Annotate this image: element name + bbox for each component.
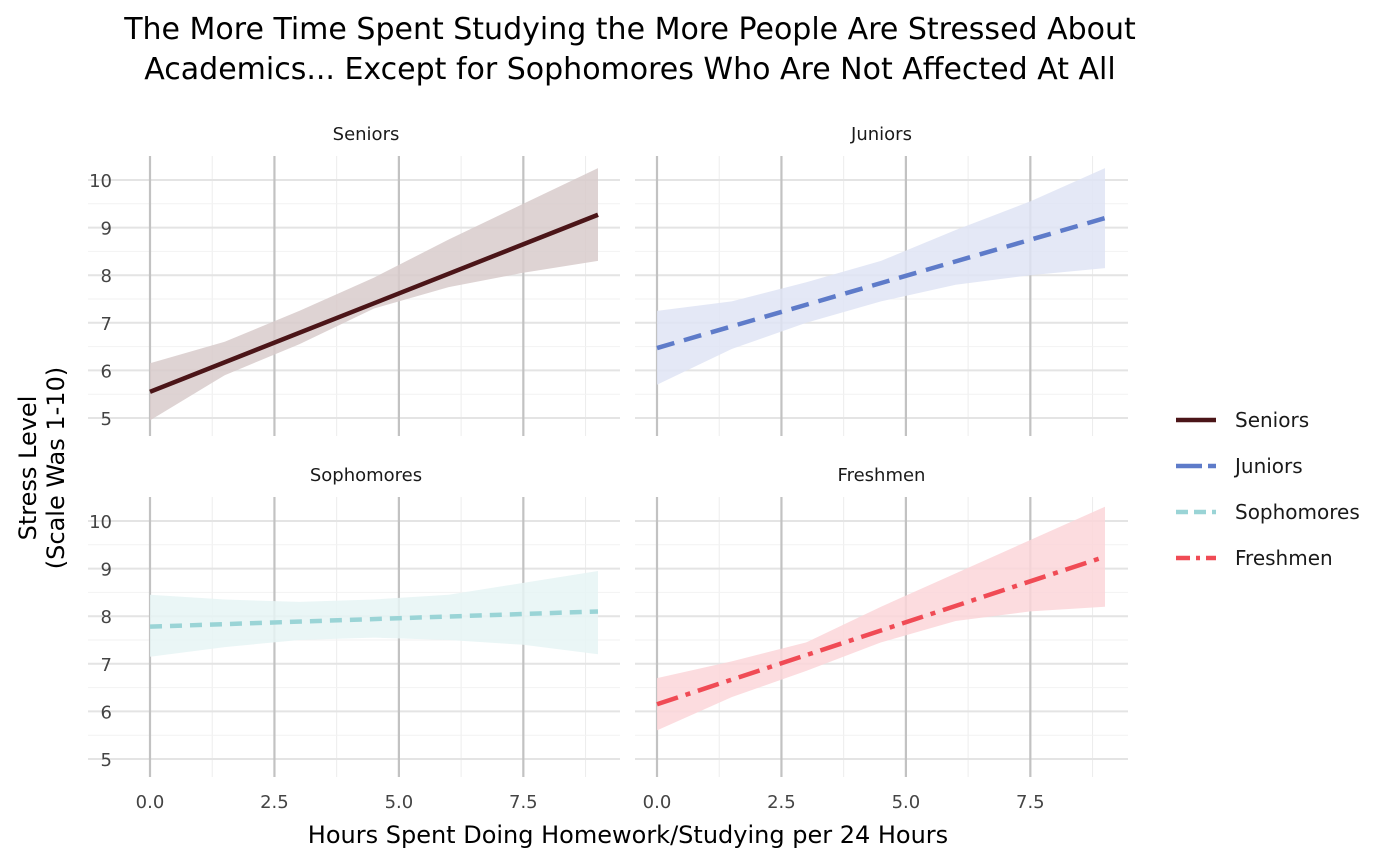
trend-line-freshmen: [656, 554, 1106, 707]
facet-strip-juniors: Juniors: [850, 124, 912, 145]
y-tick-label: 6: [101, 361, 112, 382]
confidence-ribbon-seniors: [150, 168, 598, 421]
legend-label-juniors: Juniors: [1233, 454, 1303, 478]
trend-line-seniors: [149, 212, 599, 394]
chart-title: The More Time Spent Studying the More Pe…: [0, 10, 1260, 90]
facet-strip-sophomores: Sophomores: [310, 465, 422, 486]
x-tick-label: 2.5: [767, 792, 796, 813]
y-axis-title-line-2: (Scale Was 1-10): [42, 367, 70, 569]
legend-item-freshmen: Freshmen: [1176, 546, 1333, 570]
x-tick-label: 7.5: [1016, 792, 1045, 813]
y-tick-label: 5: [101, 750, 112, 771]
facet-strip-seniors: Seniors: [333, 124, 400, 145]
x-tick-label: 5.0: [385, 792, 414, 813]
legend-item-juniors: Juniors: [1176, 454, 1303, 478]
y-tick-label: 7: [101, 655, 112, 676]
y-tick-label: 10: [89, 512, 112, 533]
legend-label-sophomores: Sophomores: [1235, 500, 1360, 524]
x-tick-label: 0.0: [136, 792, 165, 813]
confidence-ribbon-sophomores: [150, 571, 598, 657]
y-tick-label: 6: [101, 702, 112, 723]
trend-line-sophomores: [149, 609, 599, 629]
legend-label-seniors: Seniors: [1235, 408, 1309, 432]
panels-layer: Seniors 5 6 7 8 9 10 Juniors Sophomores 5 6 7 8 9 10 0.…: [88, 124, 1128, 813]
chart-title-line-1: The More Time Spent Studying the More Pe…: [124, 12, 1136, 47]
confidence-ribbon-freshmen: [657, 506, 1105, 731]
y-tick-label: 9: [101, 219, 112, 240]
facet-strip-freshmen: Freshmen: [838, 465, 926, 486]
chart-title-line-2: Academics... Except for Sophomores Who A…: [144, 52, 1116, 87]
y-tick-label: 7: [101, 314, 112, 335]
y-axis-title-line-1: Stress Level: [14, 396, 42, 541]
panel-freshmen: Freshmen 0.0 2.5 5.0 7.5: [635, 465, 1128, 813]
panel-sophomores: Sophomores 5 6 7 8 9 10 0.0 2.5 5.0 7.5: [88, 465, 620, 813]
x-tick-label: 2.5: [260, 792, 289, 813]
x-tick-label: 5.0: [892, 792, 921, 813]
legend: Seniors Juniors Sophomores Freshmen: [1176, 408, 1360, 570]
y-tick-label: 10: [89, 171, 112, 192]
trend-line-juniors: [656, 215, 1106, 351]
y-tick-label: 5: [101, 409, 112, 430]
x-tick-label: 0.0: [643, 792, 672, 813]
confidence-ribbon-juniors: [657, 168, 1105, 385]
y-axis-title: Stress Level (Scale Was 1-10): [14, 367, 70, 569]
panel-juniors: Juniors: [635, 124, 1128, 436]
legend-label-freshmen: Freshmen: [1235, 546, 1333, 570]
y-tick-label: 9: [101, 560, 112, 581]
y-tick-label: 8: [101, 266, 112, 287]
legend-item-sophomores: Sophomores: [1176, 500, 1360, 524]
y-tick-label: 8: [101, 607, 112, 628]
x-axis-title: Hours Spent Doing Homework/Studying per …: [308, 821, 948, 849]
x-tick-label: 7.5: [509, 792, 538, 813]
legend-item-seniors: Seniors: [1176, 408, 1309, 432]
panel-seniors: Seniors 5 6 7 8 9 10: [88, 124, 620, 436]
